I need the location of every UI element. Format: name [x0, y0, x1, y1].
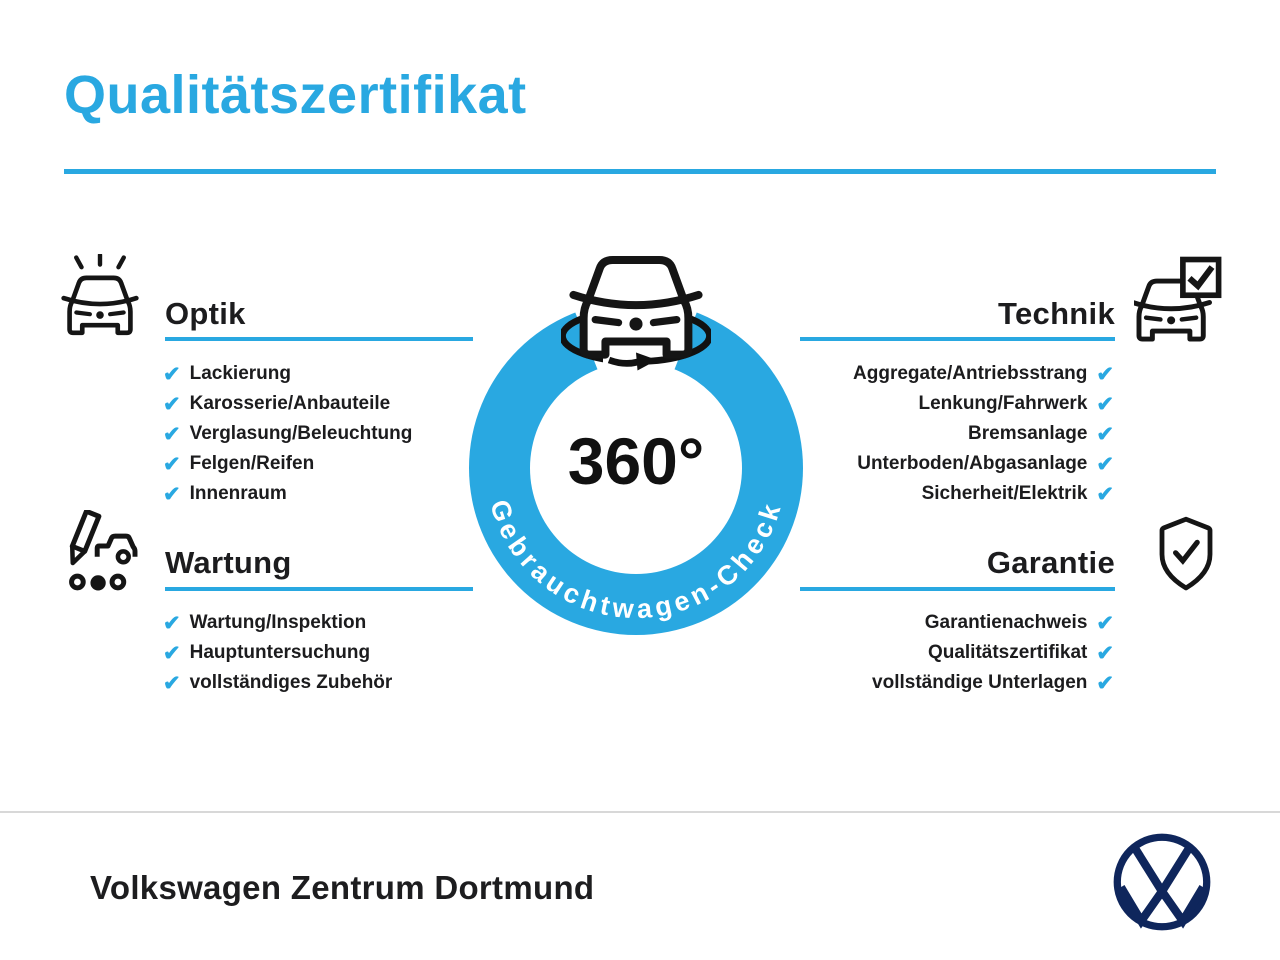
check-icon: ✔ [163, 422, 181, 446]
check-icon: ✔ [163, 362, 181, 386]
checklist-item: Qualitätszertifikat ✔ [800, 638, 1114, 668]
checklist-item: ✔ Hauptuntersuchung [163, 638, 392, 668]
check-icon: ✔ [1096, 641, 1114, 665]
shield-check-icon [1159, 516, 1213, 591]
checklist-item: ✔ Innenraum [163, 479, 412, 509]
check-icon: ✔ [1096, 362, 1114, 386]
section-underline [800, 337, 1115, 341]
checklist-item: ✔ Lackierung [163, 359, 412, 389]
checklist-item: Unterboden/Abgasanlage ✔ [800, 449, 1114, 479]
dealer-name: Volkswagen Zentrum Dortmund [90, 869, 595, 906]
checklist-item-label: Felgen/Reifen [189, 453, 315, 474]
checklist-item-label: Sicherheit/Elektrik [921, 483, 1088, 504]
checklist-item-label: Verglasung/Beleuchtung [189, 423, 413, 444]
checklist-garantie: Garantienachweis ✔ Qualitätszertifikat ✔ v… [800, 608, 1114, 698]
checklist-item-label: vollständiges Zubehör [189, 672, 393, 693]
section-title-garantie: Garantie [986, 545, 1115, 580]
check-icon: ✔ [1096, 452, 1114, 476]
section-underline [800, 587, 1115, 591]
check-icon: ✔ [163, 392, 181, 416]
checklist-item: Lenkung/Fahrwerk ✔ [800, 389, 1114, 419]
checklist-item: ✔ Wartung/Inspektion [163, 608, 392, 638]
rotating-car-icon [561, 228, 711, 371]
check-icon: ✔ [1096, 422, 1114, 446]
volkswagen-logo [1113, 833, 1211, 931]
checklist-item-label: Wartung/Inspektion [189, 612, 367, 633]
checklist-item: ✔ Karosserie/Anbauteile [163, 389, 412, 419]
check-icon: ✔ [1096, 392, 1114, 416]
pencil-van-icon [69, 510, 138, 591]
checklist-item-label: Lenkung/Fahrwerk [918, 393, 1088, 414]
check-icon: ✔ [163, 482, 181, 506]
section-title-wartung: Wartung [165, 545, 292, 580]
footer-divider [0, 811, 1280, 813]
section-title-technik: Technik [998, 296, 1115, 331]
checklist-item-label: vollständige Unterlagen [872, 672, 1088, 693]
checklist-item: Aggregate/Antriebsstrang ✔ [800, 359, 1114, 389]
checklist-item-label: Qualitätszertifikat [927, 642, 1088, 663]
check-icon: ✔ [163, 452, 181, 476]
checklist-item-label: Lackierung [189, 363, 291, 384]
checklist-wartung: ✔ Wartung/Inspektion ✔ Hauptuntersuchung ✔… [163, 608, 392, 698]
car-shine-icon [56, 254, 144, 342]
check-icon: ✔ [163, 671, 181, 695]
check-icon: ✔ [1096, 671, 1114, 695]
checklist-technik: Aggregate/Antriebsstrang ✔ Lenkung/Fahrwe… [800, 359, 1114, 509]
checklist-item-label: Garantienachweis [924, 612, 1088, 633]
checklist-item-label: Unterboden/Abgasanlage [857, 453, 1088, 474]
section-underline [165, 587, 473, 591]
checklist-item-label: Aggregate/Antriebsstrang [853, 363, 1088, 384]
check-icon: ✔ [1096, 611, 1114, 635]
section-underline [165, 337, 473, 341]
checklist-item: ✔ Verglasung/Beleuchtung [163, 419, 412, 449]
checklist-item: vollständige Unterlagen ✔ [800, 668, 1114, 698]
degree-label: 360° [567, 424, 705, 498]
checklist-item: ✔ vollständiges Zubehör [163, 668, 392, 698]
checklist-optik: ✔ Lackierung ✔ Karosserie/Anbauteile ✔ Verg… [163, 359, 412, 509]
checklist-item-label: Bremsanlage [968, 423, 1088, 444]
checklist-item: Garantienachweis ✔ [800, 608, 1114, 638]
checklist-item-label: Karosserie/Anbauteile [189, 393, 391, 414]
check-icon: ✔ [163, 611, 181, 635]
check-icon: ✔ [1096, 482, 1114, 506]
checklist-item-label: Hauptuntersuchung [189, 642, 371, 663]
checklist-item: ✔ Felgen/Reifen [163, 449, 412, 479]
checklist-item: Sicherheit/Elektrik ✔ [800, 479, 1114, 509]
section-title-optik: Optik [165, 296, 246, 331]
title-underline [64, 169, 1216, 174]
checklist-item: Bremsanlage ✔ [800, 419, 1114, 449]
page-title: Qualitätszertifikat [64, 65, 527, 125]
checklist-item-label: Innenraum [189, 483, 287, 504]
car-checkbox-icon [1134, 256, 1222, 346]
check-icon: ✔ [163, 641, 181, 665]
